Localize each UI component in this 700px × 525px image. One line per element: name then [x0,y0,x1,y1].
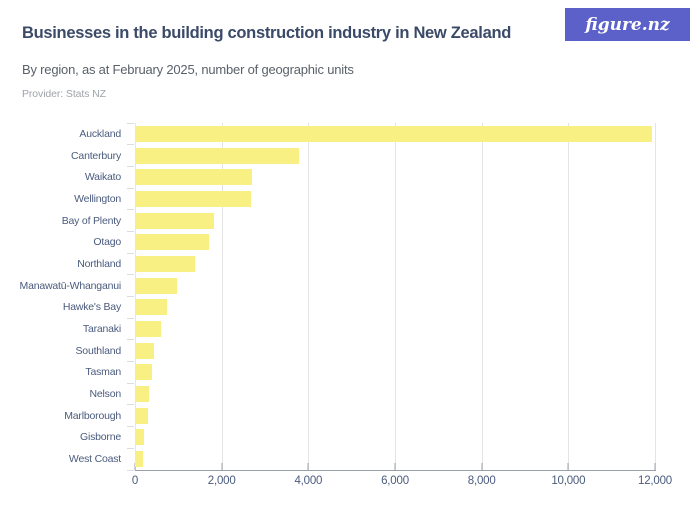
category-axis-tick [127,165,134,167]
category-label: Waikato [84,171,121,184]
category-axis-tick [127,361,134,363]
category-axis-tick [127,426,134,428]
figurenz-logo-text: figure.nz [585,14,670,35]
x-axis-tick-label: 4,000 [294,475,323,487]
provider-label: Provider: Stats NZ [22,88,106,100]
bar-row [135,448,655,470]
category-label: Taranaki [82,323,121,336]
gridline-0 [135,123,136,470]
bar-row [135,253,655,275]
category-label: Hawke's Bay [62,301,121,314]
bar-row [135,145,655,167]
bar-wellington [135,190,252,207]
x-axis-tick-12000 [654,463,656,470]
gridline-6000 [395,123,396,470]
bar-taranaki [135,321,161,338]
bar-canterbury [135,147,299,164]
bar-row [135,383,655,405]
category-axis-tick [127,252,134,254]
category-axis-tick [127,209,134,211]
x-axis-tick-label: 10,000 [551,475,586,487]
chart: Auckland Canterbury Waikato Wellington Bay o… [0,122,700,523]
category-axis-tick [127,296,134,297]
gridline-12000 [655,123,656,470]
category-axis-ticks [127,122,135,471]
bar-hawke-s-bay [135,299,168,316]
category-label: Tasman [85,366,121,379]
category-axis-tick [127,404,134,406]
x-axis-tick-2000 [221,463,223,470]
chart-subtitle: By region, as at February 2025, number o… [22,62,354,77]
category-axis-tick [127,187,134,189]
chart-title: Businesses in the building construction … [22,24,511,42]
figurenz-logo[interactable]: figure.nz [565,8,690,41]
x-axis-tick-6000 [394,463,396,470]
category-label: Wellington [74,192,121,205]
category-axis-tick [127,447,134,449]
x-axis-tick-4000 [307,463,309,470]
x-axis-tick-label: 2,000 [207,475,236,487]
category-label: West Coast [68,453,121,466]
category-label: Auckland [79,127,121,140]
bar-row [135,297,655,319]
bar-bay-of-plenty [135,212,214,229]
gridline-10000 [568,123,570,470]
bar-row [135,362,655,384]
category-axis-tick [127,469,134,471]
gridline-2000 [221,123,223,470]
bar-row [135,427,655,449]
category-axis-tick [127,122,134,124]
category-label: Canterbury [71,149,121,162]
category-label: Northland [77,257,121,270]
bar-tasman [135,364,152,381]
category-axis-tick [127,274,134,276]
category-label: Marlborough [64,409,121,422]
x-axis-tick-label: 8,000 [467,475,496,487]
gridline-4000 [308,123,310,470]
category-label: Gisborne [79,431,121,444]
plot-area [135,123,656,470]
bar-row [135,340,655,362]
bar-row [135,188,655,210]
category-axis: Auckland Canterbury Waikato Wellington Bay o… [0,123,128,470]
bar-row [135,405,655,427]
bar-rows [135,123,655,470]
bar-row [135,166,655,188]
bar-auckland [135,125,653,142]
x-axis-labels: 0 2,000 4,000 6,000 8,000 10,000 12,000 [131,475,672,491]
category-axis-tick [127,230,134,232]
x-axis-tick-label: 6,000 [381,475,409,487]
category-axis-tick [127,339,134,341]
bar-southland [135,342,154,359]
bar-west-coast [135,451,144,468]
bar-otago [135,234,209,251]
x-axis-tick-label: 0 [131,475,139,487]
bar-waikato [135,169,253,186]
bar-gisborne [135,429,144,446]
category-label: Nelson [89,388,122,401]
category-label: Southland [75,344,122,357]
category-axis-tick [127,144,134,146]
bar-row [135,231,655,253]
category-axis-tick [127,317,134,319]
bar-row [135,318,655,340]
category-label: Otago [93,236,121,249]
x-axis-line [135,470,656,471]
category-axis-tick [127,382,134,384]
x-axis-tick-8000 [481,463,483,470]
bar-row [135,275,655,297]
bar-northland [135,255,196,272]
bar-marlborough [135,407,148,424]
gridline-8000 [481,123,483,470]
category-label: Bay of Plenty [61,214,121,227]
bar-row [135,123,655,145]
bar-row [135,210,655,232]
x-axis-tick-label: 12,000 [638,475,672,487]
category-label: Manawatū-Whanganui [19,279,122,292]
bar-nelson [135,386,149,403]
bar-manawat-whanganui [135,277,177,294]
x-axis-tick-10000 [567,463,569,470]
